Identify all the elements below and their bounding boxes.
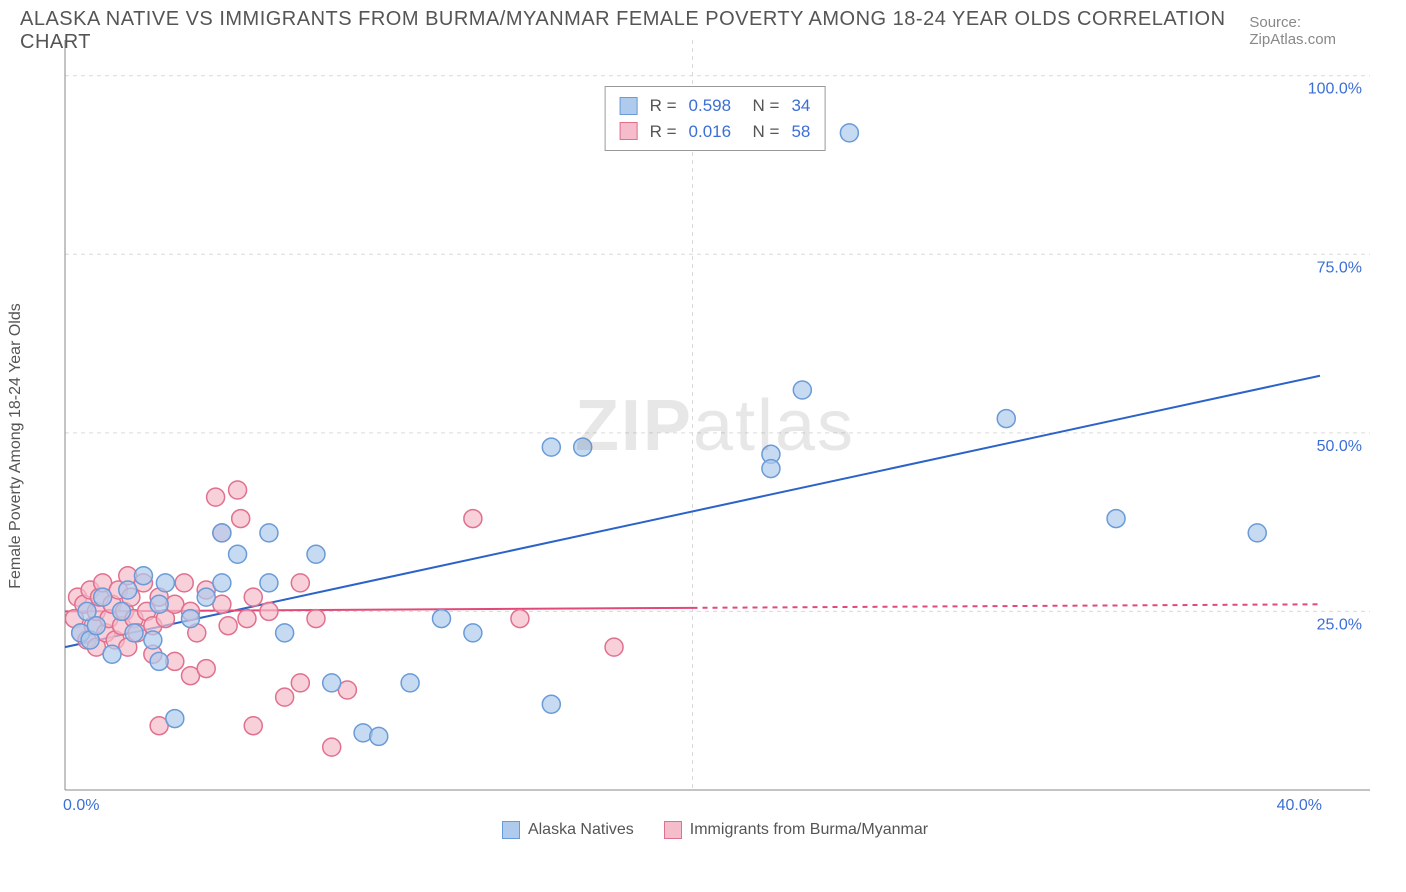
data-point: [219, 617, 237, 635]
stats-n-1: 58: [791, 119, 810, 145]
data-point: [307, 545, 325, 563]
legend-item-0: Alaska Natives: [502, 821, 634, 839]
data-point: [229, 481, 247, 499]
data-point: [125, 624, 143, 642]
data-point: [291, 674, 309, 692]
stats-swatch-1: [620, 122, 638, 140]
data-point: [156, 574, 174, 592]
data-point: [793, 381, 811, 399]
data-point: [150, 595, 168, 613]
svg-text:50.0%: 50.0%: [1317, 438, 1362, 455]
data-point: [213, 574, 231, 592]
data-point: [166, 710, 184, 728]
data-point: [542, 695, 560, 713]
data-point: [134, 567, 152, 585]
data-point: [401, 674, 419, 692]
stats-r-0: 0.598: [689, 93, 732, 119]
data-point: [605, 638, 623, 656]
data-point: [464, 624, 482, 642]
data-point: [307, 610, 325, 628]
svg-text:25.0%: 25.0%: [1317, 616, 1362, 633]
data-point: [150, 652, 168, 670]
data-point: [207, 488, 225, 506]
data-point: [244, 588, 262, 606]
data-point: [291, 574, 309, 592]
data-point: [197, 660, 215, 678]
data-point: [87, 617, 105, 635]
data-point: [260, 602, 278, 620]
data-point: [464, 510, 482, 528]
data-point: [232, 510, 250, 528]
data-point: [260, 574, 278, 592]
data-point: [103, 645, 121, 663]
svg-text:100.0%: 100.0%: [1308, 81, 1362, 98]
data-point: [182, 610, 200, 628]
stats-r-1: 0.016: [689, 119, 732, 145]
data-point: [574, 438, 592, 456]
data-point: [323, 738, 341, 756]
data-point: [323, 674, 341, 692]
data-point: [511, 610, 529, 628]
series-legend: Alaska Natives Immigrants from Burma/Mya…: [60, 821, 1370, 839]
data-point: [260, 524, 278, 542]
legend-item-1: Immigrants from Burma/Myanmar: [664, 821, 928, 839]
data-point: [542, 438, 560, 456]
stats-n-0: 34: [791, 93, 810, 119]
data-point: [238, 610, 256, 628]
stats-row-0: R = 0.598 N = 34: [620, 93, 811, 119]
svg-text:0.0%: 0.0%: [63, 797, 99, 814]
data-point: [175, 574, 193, 592]
data-point: [1107, 510, 1125, 528]
data-point: [997, 410, 1015, 428]
data-point: [213, 524, 231, 542]
legend-swatch-0: [502, 821, 520, 839]
svg-text:40.0%: 40.0%: [1277, 797, 1322, 814]
svg-text:75.0%: 75.0%: [1317, 259, 1362, 276]
data-point: [244, 717, 262, 735]
data-point: [354, 724, 372, 742]
data-point: [276, 624, 294, 642]
data-point: [276, 688, 294, 706]
plot-area: 25.0%50.0%75.0%100.0%0.0%40.0% ZIPatlas …: [60, 40, 1370, 845]
data-point: [762, 460, 780, 478]
stats-row-1: R = 0.016 N = 58: [620, 119, 811, 145]
scatter-plot-svg: 25.0% 50.0% 75.0% 100.0% 0.0% 40.0%: [60, 40, 1370, 845]
legend-label-0: Alaska Natives: [528, 821, 634, 839]
stats-legend: R = 0.598 N = 34 R = 0.016 N = 58: [605, 86, 826, 151]
data-point: [119, 581, 137, 599]
data-point: [1248, 524, 1266, 542]
stats-swatch-0: [620, 97, 638, 115]
data-point: [840, 124, 858, 142]
data-point: [197, 588, 215, 606]
legend-label-1: Immigrants from Burma/Myanmar: [690, 821, 928, 839]
data-point: [112, 602, 130, 620]
data-point: [229, 545, 247, 563]
data-point: [370, 727, 388, 745]
data-point: [144, 631, 162, 649]
legend-swatch-1: [664, 821, 682, 839]
data-point: [433, 610, 451, 628]
data-point: [94, 588, 112, 606]
y-axis-label: Female Poverty Among 18-24 Year Olds: [7, 303, 25, 589]
